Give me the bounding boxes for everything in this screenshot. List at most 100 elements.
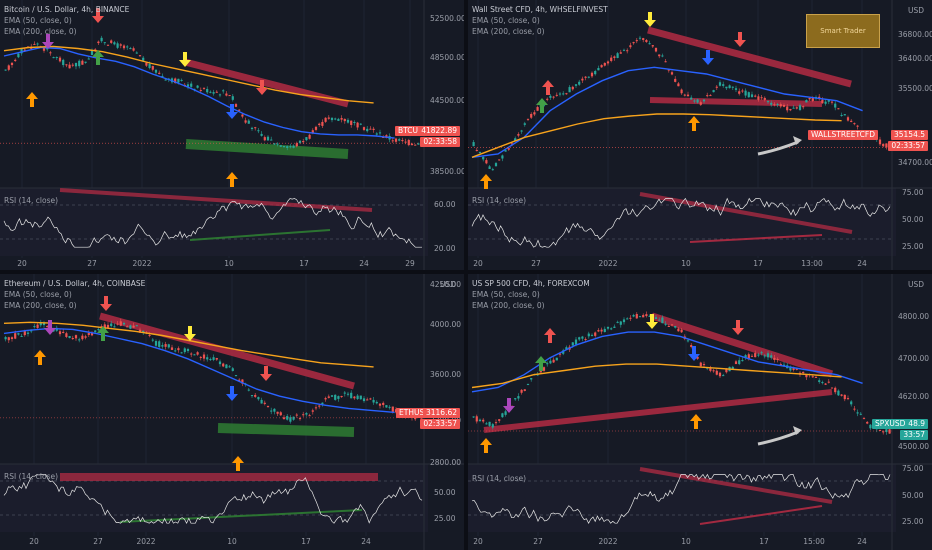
btc-last-price: 41822.89 [418, 126, 460, 136]
candle-body [71, 64, 74, 66]
candle-body [279, 145, 282, 147]
candle-body [164, 344, 167, 347]
candle-body [494, 163, 498, 167]
candle-body [186, 84, 190, 87]
rsi-tick-label: 50.00 [434, 488, 456, 497]
candle-body [606, 326, 610, 329]
candle-body [212, 357, 215, 360]
candle-body [206, 89, 209, 93]
candle-body [74, 335, 78, 339]
candle-body [795, 368, 798, 370]
candle-body [58, 57, 62, 62]
candle-body [314, 126, 318, 130]
candle-body [520, 389, 523, 393]
btc-rsi-label: RSI (14, close) [4, 196, 59, 205]
vertical-divider[interactable] [464, 0, 468, 550]
candle-body [690, 97, 693, 100]
candle-body [571, 342, 574, 346]
candle-body [78, 60, 81, 67]
candle-body [289, 417, 292, 422]
candle-body [584, 338, 587, 340]
spx-chart-panel[interactable]: 4800.00 4700.00 4620.00 4500.00 75.00 50.00 25… [468, 274, 932, 550]
candle-body [87, 333, 90, 335]
ema200-line [471, 113, 842, 158]
candle-body [795, 107, 798, 109]
candle-body [760, 352, 763, 354]
candle-body [84, 61, 87, 63]
candle-body [594, 70, 597, 75]
candle-body [292, 416, 295, 420]
candle-body [177, 78, 180, 83]
eth-chart-svg[interactable]: 4250.004000.003600.003200.002800.0050.00… [0, 274, 464, 550]
btc-chart-panel[interactable]: 52500.00 48500.00 44500.00 38500.00 60.00 20.… [0, 0, 464, 270]
candle-body [722, 375, 725, 377]
candle-body [600, 329, 603, 332]
candle-body [632, 315, 635, 317]
candle-body [151, 66, 154, 70]
candle-body [202, 354, 206, 359]
candle-body [696, 99, 699, 103]
date-tick-label: 10 [224, 259, 234, 268]
candle-body [565, 347, 568, 350]
arrow-up-icon [535, 356, 547, 371]
horizontal-divider[interactable] [0, 270, 932, 274]
rsi-support-line [689, 234, 823, 243]
candle-body [709, 368, 712, 371]
arrow-up-icon [480, 174, 492, 189]
arrow-down-icon [44, 320, 56, 335]
support-zone [217, 423, 355, 437]
date-tick-label: 27 [533, 537, 543, 546]
rsi-support-line [189, 229, 331, 241]
candle-body [485, 160, 488, 164]
candle-body [558, 93, 562, 95]
candle-body [33, 326, 36, 328]
candle-body [314, 407, 318, 409]
candle-body [321, 402, 324, 405]
candle-body [770, 102, 773, 105]
rsi-tick-label: 20.00 [434, 244, 456, 253]
btc-chart-svg[interactable]: 52500.00 48500.00 44500.00 38500.00 60.00 20.… [0, 0, 464, 270]
candle-body [199, 356, 202, 358]
candle-body [770, 355, 773, 358]
candle-body [254, 394, 257, 397]
candle-body [754, 95, 757, 97]
candle-body [680, 89, 683, 94]
candle-body [391, 406, 394, 412]
candle-body [837, 390, 840, 396]
candle-body [565, 93, 568, 95]
candle-body [738, 91, 741, 94]
candle-body [330, 395, 334, 397]
candle-body [7, 65, 10, 70]
candle-body [629, 45, 632, 48]
candle-body [119, 44, 122, 46]
candle-body [263, 137, 266, 141]
dow-usd-label: USD [907, 6, 924, 15]
rsi-resistance-line [639, 467, 833, 504]
arrow-down-icon [688, 346, 700, 361]
candle-body [369, 398, 372, 400]
candle-body [254, 127, 257, 129]
candle-body [702, 364, 706, 366]
candle-body [622, 49, 626, 51]
candle-body [282, 146, 286, 148]
candle-body [167, 344, 170, 348]
date-tick-label: 17 [299, 259, 309, 268]
eth-chart-panel[interactable]: 4250.004000.003600.003200.002800.0050.00… [0, 274, 464, 550]
candle-body [664, 61, 667, 63]
arrow-down-icon [226, 386, 238, 401]
candle-body [510, 143, 514, 145]
candle-body [501, 413, 504, 418]
candle-body [378, 132, 382, 134]
spx-chart-svg[interactable]: 4800.00 4700.00 4620.00 4500.00 75.00 50.00 25… [468, 274, 932, 550]
candle-body [353, 396, 356, 399]
candle-body [619, 52, 622, 54]
candle-body [776, 104, 779, 106]
candle-body [610, 57, 613, 62]
candle-body [507, 148, 510, 150]
candle-body [482, 419, 485, 422]
rsi-tick-label: 75.00 [902, 464, 924, 473]
candle-body [581, 336, 584, 339]
candle-body [110, 323, 113, 327]
candle-body [247, 389, 250, 391]
candle-body [161, 345, 164, 347]
